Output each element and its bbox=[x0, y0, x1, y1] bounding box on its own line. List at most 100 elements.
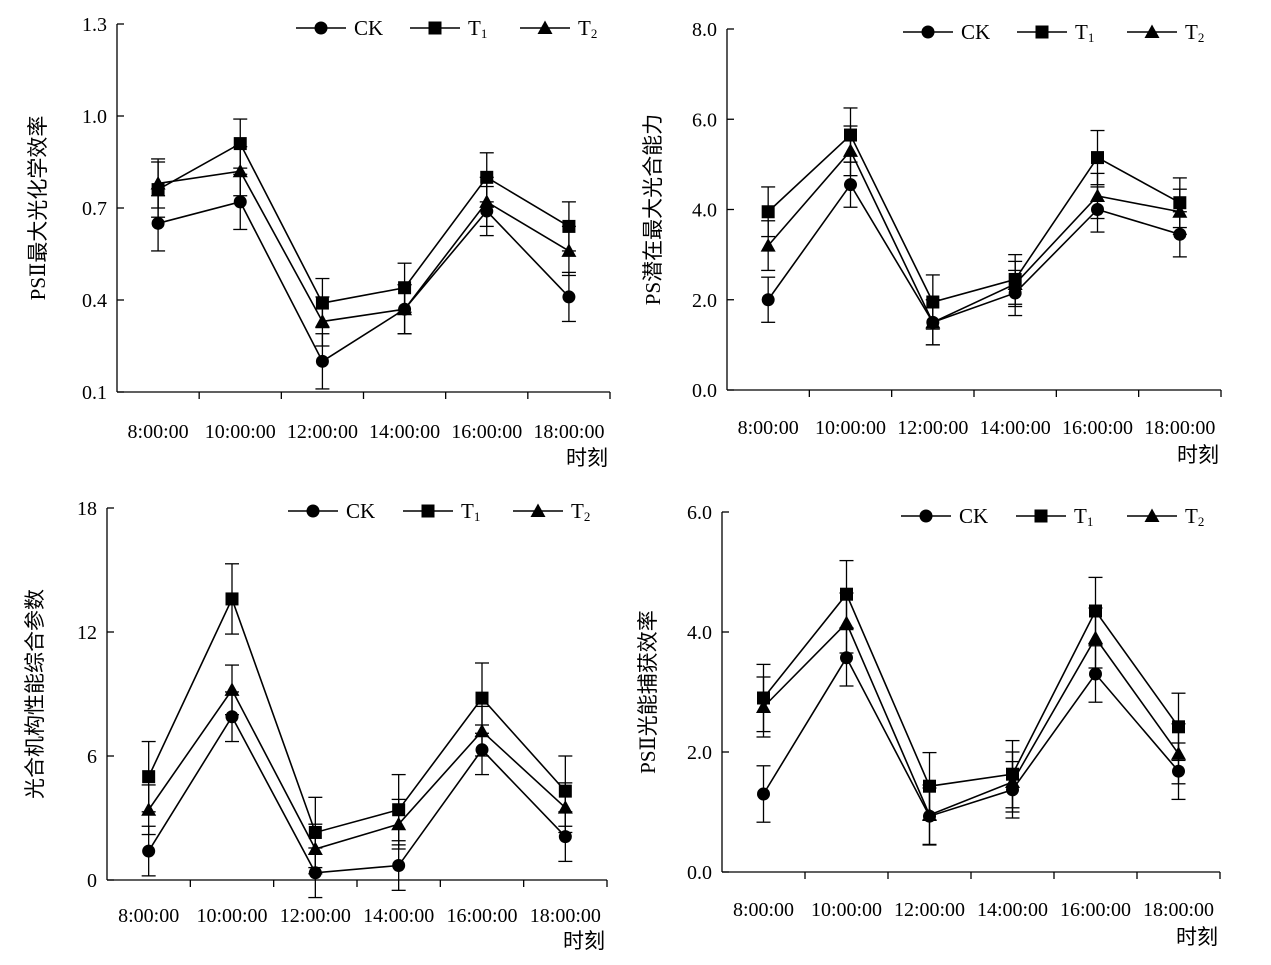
x-tick-label: 12:00:00 bbox=[894, 899, 965, 921]
y-tick-label: 4.0 bbox=[687, 622, 712, 644]
y-tick-label: 2.0 bbox=[687, 742, 712, 764]
legend: CK T1 T2 bbox=[903, 20, 1204, 45]
data-point bbox=[757, 787, 770, 801]
legend-label: CK bbox=[959, 504, 988, 528]
legend-label: T2 bbox=[578, 16, 597, 41]
x-tick-label: 10:00:00 bbox=[811, 899, 882, 921]
x-tick-label: 18:00:00 bbox=[1144, 417, 1215, 439]
legend: CK T1 T2 bbox=[296, 16, 597, 41]
legend-subscript: 1 bbox=[481, 26, 488, 41]
series-2 bbox=[151, 118, 576, 329]
series-1 bbox=[761, 161, 1187, 346]
legend-label: T2 bbox=[1185, 20, 1204, 45]
series-line bbox=[767, 183, 1181, 324]
series-3 bbox=[141, 664, 573, 875]
legend-subscript: 2 bbox=[1198, 30, 1205, 45]
x-tick-label: 12:00:00 bbox=[897, 417, 968, 439]
data-point bbox=[1090, 188, 1105, 202]
legend-marker bbox=[1144, 24, 1160, 38]
data-point bbox=[307, 841, 323, 855]
y-tick-label: 1.0 bbox=[82, 106, 107, 128]
legend-label: CK bbox=[354, 16, 383, 40]
y-axis-title: PS潜在最大光合能力 bbox=[641, 114, 665, 305]
y-axis-title: PSⅡ光能捕获效率 bbox=[636, 610, 660, 774]
series-line bbox=[147, 715, 566, 874]
legend-marker bbox=[537, 20, 553, 34]
series-line bbox=[767, 133, 1181, 303]
x-axis-title: 时刻 bbox=[566, 446, 608, 470]
data-point bbox=[224, 682, 240, 696]
chart-panel-4: 0.0 2.0 4.0 6.0 8:00:00 10:00:00 12:00:00 14:00… bbox=[636, 502, 1221, 949]
data-point bbox=[761, 205, 775, 219]
series-line bbox=[767, 149, 1180, 324]
x-tick-label: 14:00:00 bbox=[369, 421, 440, 443]
data-point bbox=[1172, 204, 1188, 218]
series-line bbox=[762, 592, 1180, 788]
y-tick-label: 6.0 bbox=[687, 502, 712, 524]
series-line bbox=[157, 200, 570, 363]
x-tick-label: 14:00:00 bbox=[363, 905, 434, 927]
data-point bbox=[756, 699, 771, 713]
data-point bbox=[840, 651, 853, 665]
data-point bbox=[142, 770, 156, 784]
y-tick-label: 1.3 bbox=[82, 14, 107, 36]
legend-subscript: 1 bbox=[1088, 30, 1095, 45]
data-point bbox=[925, 314, 941, 329]
legend-label: T1 bbox=[1074, 504, 1093, 529]
legend-label: T1 bbox=[468, 16, 487, 41]
x-tick-label: 8:00:00 bbox=[738, 417, 799, 439]
x-tick-label: 10:00:00 bbox=[196, 905, 267, 927]
legend-subscript: 2 bbox=[584, 509, 591, 524]
y-tick-label: 0.4 bbox=[82, 290, 107, 312]
series-1 bbox=[756, 628, 1186, 846]
legend-label: T1 bbox=[1075, 20, 1094, 45]
x-tick-label: 18:00:00 bbox=[1143, 899, 1214, 921]
y-tick-label: 4.0 bbox=[692, 200, 717, 222]
series-3 bbox=[756, 592, 1186, 846]
y-tick-label: 6.0 bbox=[692, 109, 717, 131]
x-tick-label: 16:00:00 bbox=[1062, 417, 1133, 439]
x-axis-title: 时刻 bbox=[563, 929, 605, 953]
y-tick-label: 0.0 bbox=[687, 862, 712, 884]
series-2 bbox=[141, 563, 573, 869]
y-axis-title: 光合机构性能综合参数 bbox=[23, 589, 47, 799]
legend-marker bbox=[314, 21, 328, 35]
data-point bbox=[1005, 774, 1020, 788]
x-tick-label: 10:00:00 bbox=[815, 417, 886, 439]
series-1 bbox=[141, 691, 573, 899]
legend-label: T2 bbox=[1185, 504, 1204, 529]
legend-label: CK bbox=[961, 20, 990, 44]
data-point bbox=[225, 592, 239, 606]
data-point bbox=[760, 238, 776, 252]
series-line bbox=[157, 170, 570, 323]
x-tick-label: 10:00:00 bbox=[205, 421, 276, 443]
legend-marker bbox=[306, 504, 320, 518]
data-point bbox=[1089, 667, 1102, 681]
x-tick-label: 14:00:00 bbox=[977, 899, 1048, 921]
x-tick-label: 14:00:00 bbox=[980, 417, 1051, 439]
data-point bbox=[839, 615, 854, 629]
y-tick-label: 8.0 bbox=[692, 19, 717, 41]
x-tick-label: 12:00:00 bbox=[280, 905, 351, 927]
data-point bbox=[844, 178, 857, 192]
legend-label: T1 bbox=[461, 499, 480, 524]
x-tick-label: 16:00:00 bbox=[451, 421, 522, 443]
legend-subscript: 2 bbox=[591, 26, 598, 41]
data-point bbox=[479, 194, 495, 208]
data-point bbox=[150, 175, 166, 190]
legend-marker bbox=[1034, 509, 1048, 523]
y-tick-label: 6 bbox=[87, 746, 97, 768]
data-point bbox=[843, 143, 858, 157]
data-point bbox=[922, 807, 937, 821]
data-point bbox=[391, 816, 407, 831]
series-1 bbox=[151, 173, 576, 390]
x-tick-label: 8:00:00 bbox=[128, 421, 189, 443]
data-point bbox=[141, 802, 157, 816]
x-tick-label: 18:00:00 bbox=[530, 905, 601, 927]
x-tick-label: 16:00:00 bbox=[446, 905, 517, 927]
x-axis-title: 时刻 bbox=[1177, 443, 1219, 467]
legend: CK T1 T2 bbox=[288, 499, 590, 524]
